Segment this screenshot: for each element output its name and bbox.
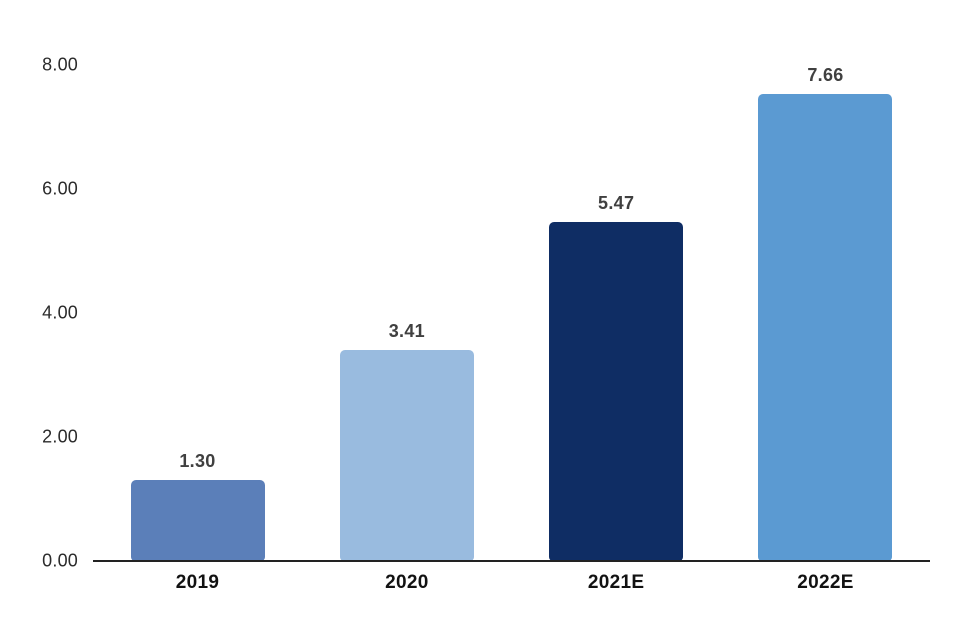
- y-tick-label: 8.00: [42, 54, 78, 75]
- bar-2022e: [758, 94, 893, 561]
- bar-value-label: 5.47: [598, 192, 635, 213]
- x-axis-line: [93, 560, 930, 562]
- x-category-label: 2022E: [797, 572, 854, 593]
- plot-area: 1.30 2019 3.41 2020 5.47 2021E 7.66 2022E: [93, 65, 930, 593]
- bar-value-label: 7.66: [807, 65, 844, 85]
- bar-value-label: 3.41: [388, 320, 425, 341]
- bar-group-2021e: 5.47 2021E: [512, 65, 721, 593]
- y-axis: 0.00 2.00 4.00 6.00 8.00: [0, 55, 80, 571]
- y-tick-label: 2.00: [42, 426, 78, 447]
- bar-group-2019: 1.30 2019: [93, 65, 302, 593]
- x-category-label: 2020: [385, 572, 429, 593]
- bar-2020: [339, 349, 474, 561]
- y-tick-label: 0.00: [42, 550, 78, 571]
- x-category-label: 2021E: [587, 572, 645, 593]
- bar-group-2022e: 7.66 2022E: [721, 65, 930, 593]
- bar-value-label: 1.30: [179, 451, 216, 472]
- bar-2019: [130, 480, 265, 561]
- y-tick-label: 6.00: [42, 178, 78, 199]
- x-category-label: 2019: [175, 572, 220, 593]
- bar-group-2020: 3.41 2020: [302, 65, 511, 593]
- bar-2021e: [549, 221, 684, 561]
- y-tick-label: 4.00: [42, 302, 78, 323]
